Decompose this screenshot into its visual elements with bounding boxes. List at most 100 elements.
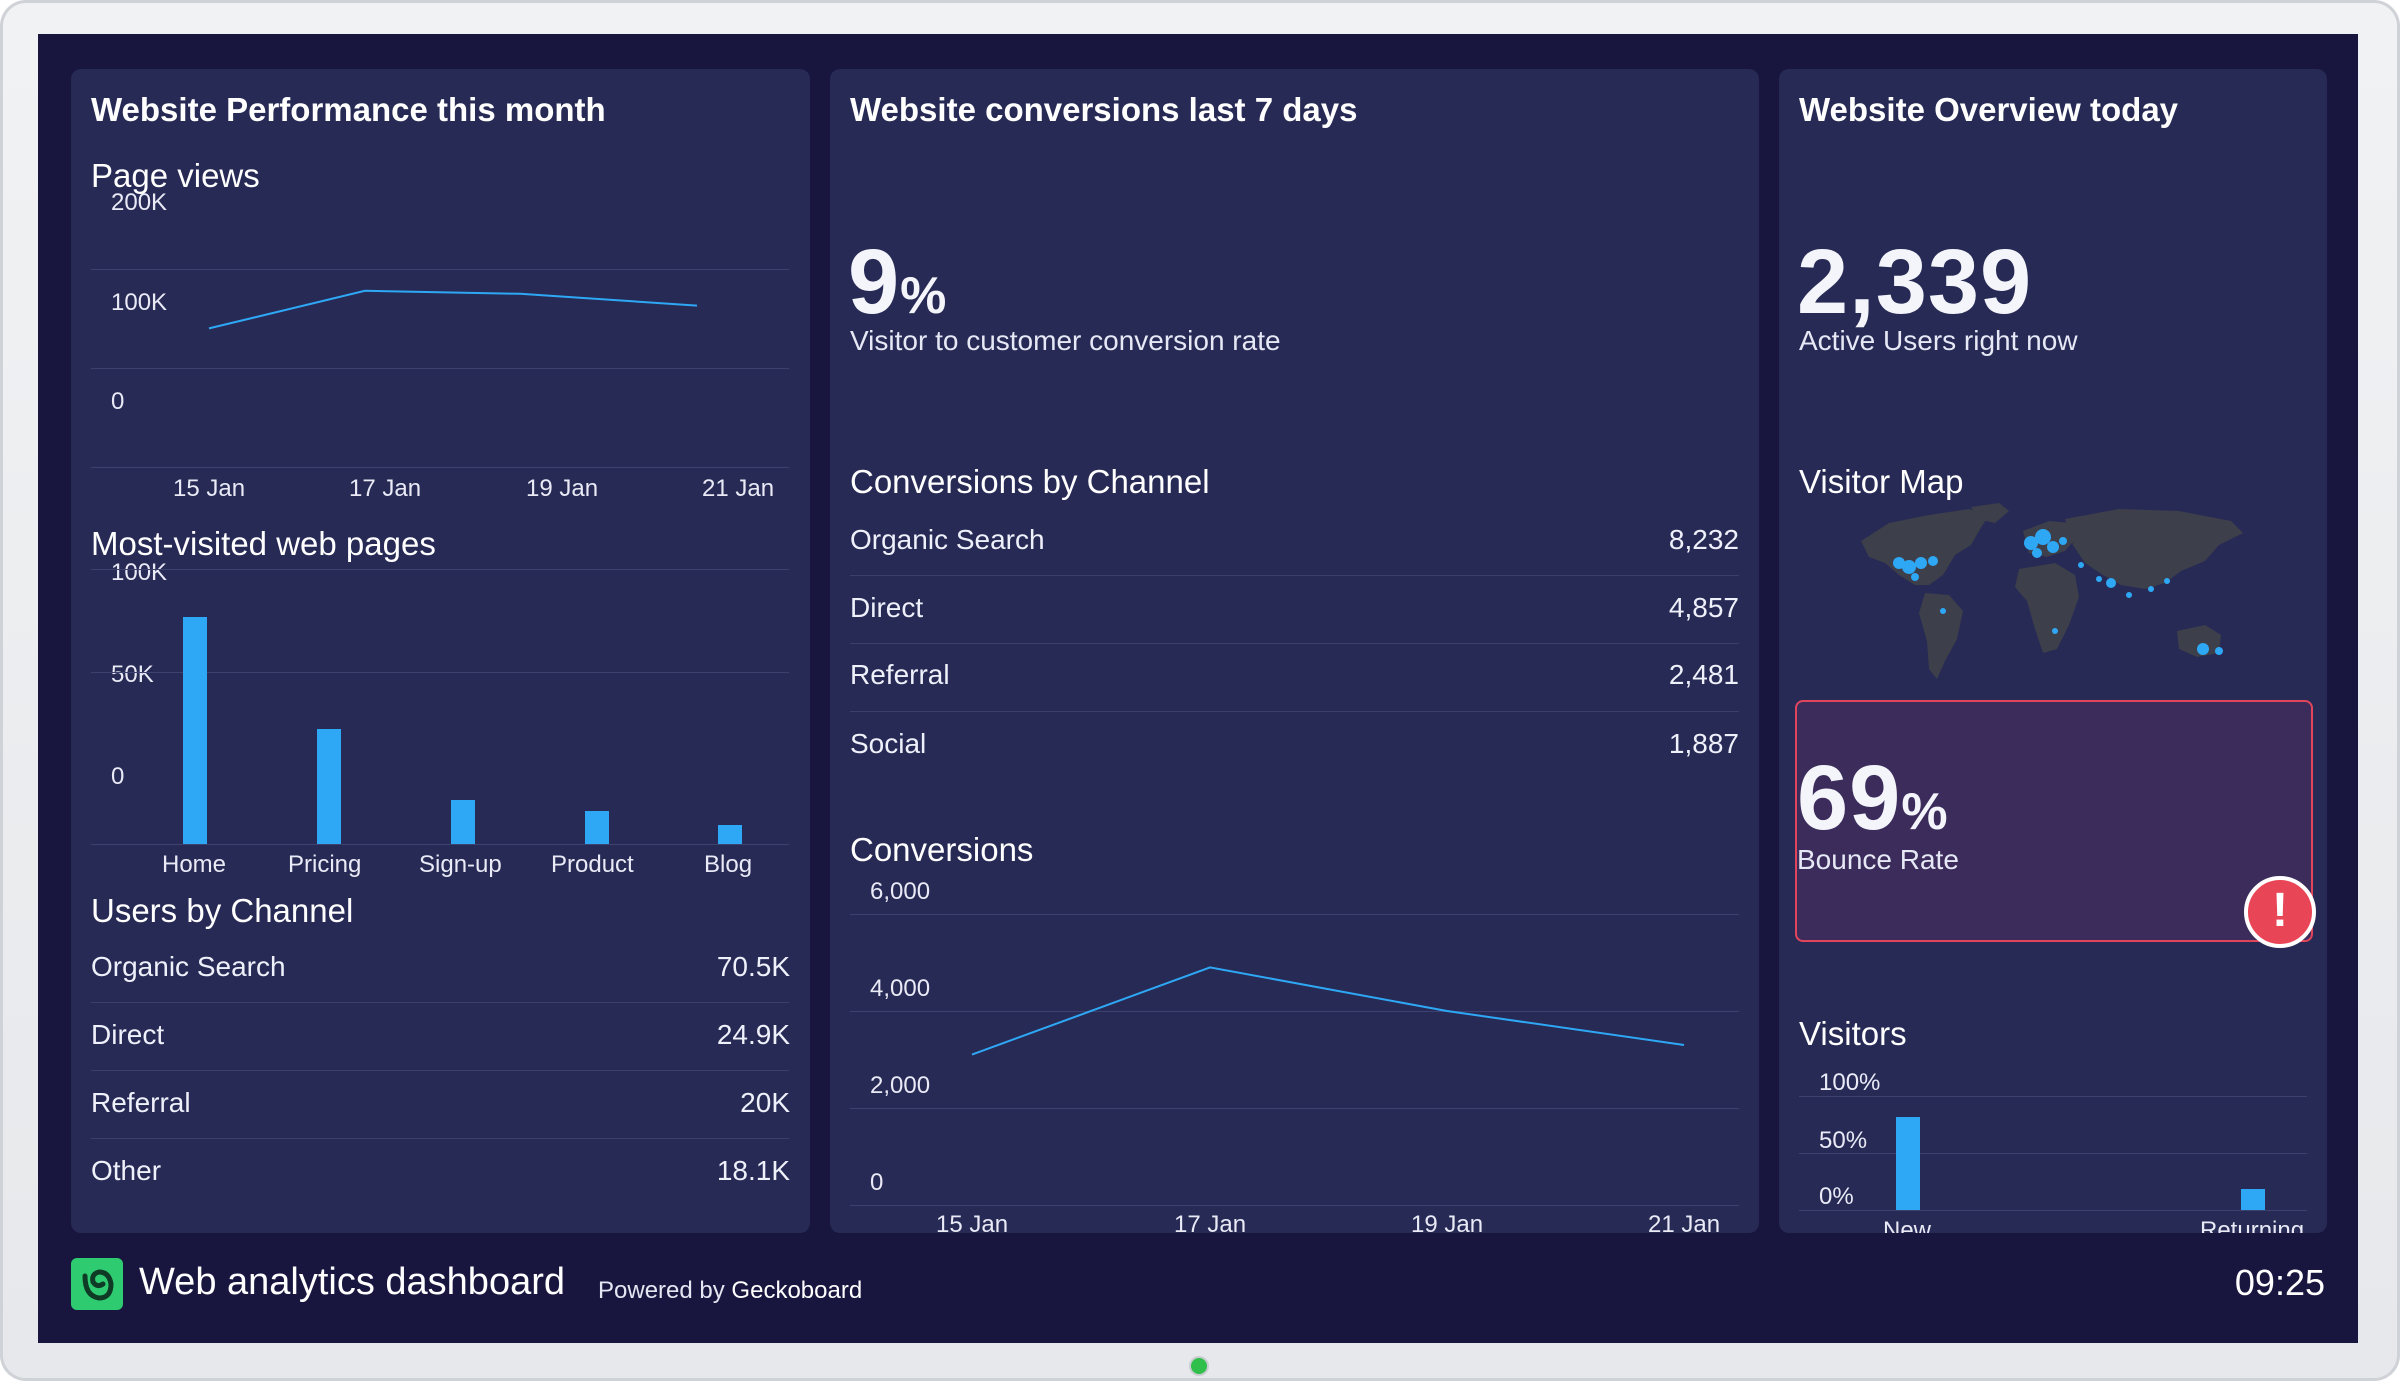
bar-pricing [317,728,341,844]
dashboard-title: Web analytics dashboard [139,1261,565,1303]
visitors-gridline [1799,1096,2307,1097]
page-views-y-tick: 0 [111,388,125,415]
bar-product [585,811,609,844]
conversions-chart [971,966,1685,1056]
most-visited-y-tick: 0 [111,763,125,790]
page-views-gridline [91,269,789,270]
active-users-value: 2,339 [1797,231,2033,333]
conv-channel-label: Referral [850,659,950,690]
bounce-rate-card[interactable]: 69% Bounce Rate [1795,700,2313,942]
conv-channel-value: 2,481 [1668,659,1739,690]
visitors-x-tick: Returning [2200,1217,2305,1233]
visitor-dot [1911,573,1919,581]
conversion-rate-number: 9 [848,231,901,333]
page-views-gridline [91,467,789,468]
row-divider [850,711,1739,712]
greenland-shape [1971,503,2009,523]
visitors-x-tick: New [1883,1217,1932,1233]
most-visited-y-tick: 50K [111,661,154,688]
row-divider [91,1138,789,1139]
visitor-dot [1902,560,1916,574]
bar-returning [2241,1189,2265,1210]
conversions-panel-title: Website conversions last 7 days [850,91,1358,128]
conversions-by-channel-title: Conversions by Channel [850,463,1210,500]
conv-channel-label: Direct [850,592,924,623]
conversions-gridline [850,1011,1739,1012]
most-visited-x-tick: Sign-up [419,851,502,878]
geckoboard-logo-icon [71,1258,123,1310]
conversions-line [971,966,1685,1056]
bounce-rate-label: Bounce Rate [1797,844,1959,875]
powered-by[interactable]: Powered by Geckoboard [598,1277,862,1305]
clock: 09:25 [2234,1262,2325,1303]
visitors-y-tick: 100% [1819,1069,1881,1096]
users-channel-value: 20K [740,1087,790,1118]
conversion-rate-value: 9% [848,236,947,328]
visitor-dot [2096,576,2102,582]
visitor-dot [2059,537,2067,545]
page-views-chart [208,289,698,330]
most-visited-gridline [91,569,789,570]
conversions-panel: Website conversions last 7 days 9% Visit… [830,69,1759,1233]
conversions-chart-title: Conversions [850,831,1034,868]
visitor-map-title: Visitor Map [1799,463,1964,500]
page-views-title: Page views [91,157,260,194]
bar-sign-up [451,800,475,844]
conversions-gridline [850,1205,1739,1206]
north-america-shape [1861,509,1989,585]
visitor-dot [2215,647,2223,655]
most-visited-x-tick: Product [551,851,634,878]
bar-new [1896,1116,1920,1210]
visitor-dot [1928,556,1938,566]
conversions-x-tick: 21 Jan [1648,1211,1721,1233]
conv-channel-value: 8,232 [1668,524,1739,555]
row-divider [850,643,1739,644]
page-views-x-tick: 21 Jan [702,475,775,502]
south-america-shape [1919,593,1963,679]
page-views-x-tick: 19 Jan [526,475,599,502]
conversions-x-tick: 15 Jan [936,1211,1009,1233]
visitor-dot [1893,557,1905,569]
most-visited-title: Most-visited web pages [91,525,436,562]
active-users-label: Active Users right now [1799,325,2078,356]
overview-panel-title: Website Overview today [1799,91,2179,128]
visitor-dot [2148,586,2154,592]
africa-shape [2015,563,2079,653]
visitor-dot [2052,628,2058,634]
bar-home [183,616,207,844]
conversions-gridline [850,914,1739,915]
most-visited-y-tick: 100K [111,559,168,586]
users-channel-label: Referral [91,1087,191,1118]
alert-icon[interactable]: ! [2244,876,2316,948]
visitors-gridline [1799,1210,2307,1211]
page-views-y-tick: 100K [111,289,168,316]
users-channel-label: Direct [91,1019,165,1050]
most-visited-x-tick: Blog [704,851,753,878]
conversions-x-tick: 17 Jan [1174,1211,1247,1233]
bounce-rate-value: 69% [1797,752,1949,844]
users-channel-label: Other [91,1155,162,1186]
asia-shape [2065,509,2243,589]
visitors-y-tick: 0% [1819,1183,1854,1210]
visitor-dot [2035,529,2051,545]
users-channel-value: 70.5K [716,951,790,982]
conv-channel-value: 1,887 [1668,728,1739,759]
visitor-dot [2126,592,2132,598]
row-divider [850,575,1739,576]
visitor-dot [2024,536,2038,550]
users-channel-value: 24.9K [716,1019,790,1050]
conversions-y-tick: 4,000 [870,975,931,1002]
conversions-x-tick: 19 Jan [1411,1211,1484,1233]
visitors-title: Visitors [1799,1015,1907,1052]
users-channel-value: 18.1K [716,1155,790,1186]
conversions-y-tick: 2,000 [870,1072,931,1099]
overview-panel: Website Overview today 2,339 Active User… [1779,69,2327,1233]
powered-by-brand: Geckoboard [731,1277,863,1304]
row-divider [91,1070,789,1071]
power-led-icon [1191,1358,1207,1374]
visitor-dot [2078,562,2084,568]
dashboard-screen: Website Performance this month Page view… [38,34,2358,1343]
users-channel-label: Organic Search [91,951,286,982]
visitor-dot [2106,578,2116,588]
visitor-dot [2164,578,2170,584]
